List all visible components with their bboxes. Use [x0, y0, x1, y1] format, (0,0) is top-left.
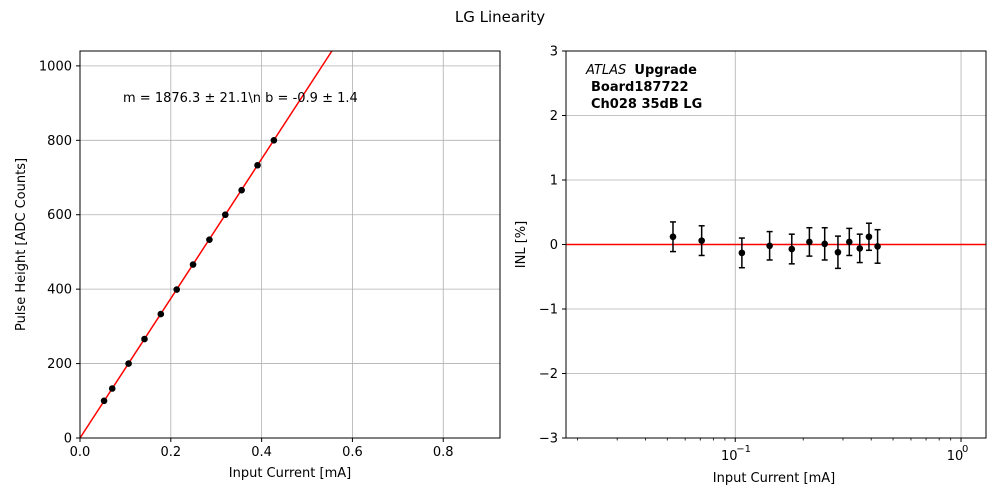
right-data-point	[698, 237, 705, 244]
right-y-tick-label: −1	[539, 303, 558, 318]
right-x-tick-exponent: −1	[736, 444, 751, 455]
left-y-axis-label: Pulse Height [ADC Counts]	[14, 158, 29, 331]
right-data-point	[846, 238, 853, 246]
right-plot-area	[566, 221, 986, 270]
right-x-axis-label: Input Current [mA]	[713, 471, 835, 486]
right-annotation: ATLAS Upgrade Board187722 Ch028 35dB LG	[585, 63, 702, 112]
right-data-point	[788, 245, 796, 253]
right-y-tick-label: 3	[550, 45, 558, 60]
right-y-tick-label: 2	[550, 109, 558, 124]
left-y-tick-label: 800	[47, 134, 72, 149]
left-data-point	[238, 186, 245, 194]
right-x-tick-label: 10	[947, 449, 964, 464]
right-y-tick-label: −2	[539, 367, 558, 382]
left-y-tick-label: 1000	[39, 59, 72, 74]
figure-title: LG Linearity	[455, 8, 545, 26]
left-data-point	[206, 236, 213, 243]
left-axes-frame	[79, 50, 501, 439]
atlas-label: ATLAS Upgrade	[585, 63, 697, 78]
right-data-point	[738, 249, 746, 257]
left-annotation: m = 1876.3 ± 21.1\n b = -0.9 ± 1.4	[123, 91, 358, 106]
board-label: Board187722	[591, 80, 689, 95]
right-data-point	[806, 238, 813, 246]
right-data-point	[856, 245, 864, 252]
left-data-point	[173, 286, 181, 293]
left-y-tick-label: 0	[64, 432, 72, 447]
left-ticks: 0.0 0.2 0.4 0.6 0.8 0 200 400 600 800 1000	[39, 59, 454, 460]
left-y-tick-label: 600	[47, 208, 72, 223]
right-data-point	[834, 248, 842, 256]
left-data-point	[100, 397, 108, 405]
left-y-tick-label: 400	[47, 283, 72, 298]
left-data-point	[221, 211, 229, 219]
left-fit-line	[79, 50, 333, 439]
left-x-tick-label: 0.6	[342, 445, 363, 460]
left-x-tick-label: 0.8	[433, 445, 454, 460]
right-data-point	[874, 243, 881, 250]
left-data-point	[141, 335, 148, 343]
right-data-point	[821, 240, 829, 248]
left-x-axis-label: Input Current [mA]	[229, 466, 351, 481]
left-data-point	[189, 261, 197, 268]
atlas-text: ATLAS	[585, 63, 626, 78]
left-x-tick-label: 0.0	[70, 445, 91, 460]
left-plot-area	[79, 50, 333, 439]
right-x-tick-label: 10	[721, 449, 738, 464]
left-data-point	[108, 385, 116, 392]
right-y-tick-label: −3	[539, 432, 558, 447]
left-x-tick-label: 0.2	[160, 445, 181, 460]
upgrade-text: Upgrade	[634, 63, 697, 78]
right-x-tick-exponent: 0	[962, 444, 968, 455]
channel-label: Ch028 35dB LG	[591, 97, 702, 112]
right-y-tick-label: 1	[550, 174, 558, 189]
left-grid	[79, 51, 500, 439]
left-x-tick-label: 0.4	[251, 445, 272, 460]
right-data-point	[669, 233, 677, 241]
left-data-point	[125, 360, 132, 367]
left-y-tick-label: 200	[47, 357, 72, 372]
right-y-axis-label: INL [%]	[514, 221, 529, 268]
left-data-point	[270, 137, 278, 144]
left-chart: 0.0 0.2 0.4 0.6 0.8 0 200 400 600 800 1000 m = 187…	[14, 50, 501, 481]
left-data-point	[157, 310, 165, 318]
left-data-point	[254, 161, 261, 169]
right-y-tick-label: 0	[550, 238, 558, 253]
right-data-point	[865, 233, 873, 241]
right-data-point	[766, 242, 773, 250]
